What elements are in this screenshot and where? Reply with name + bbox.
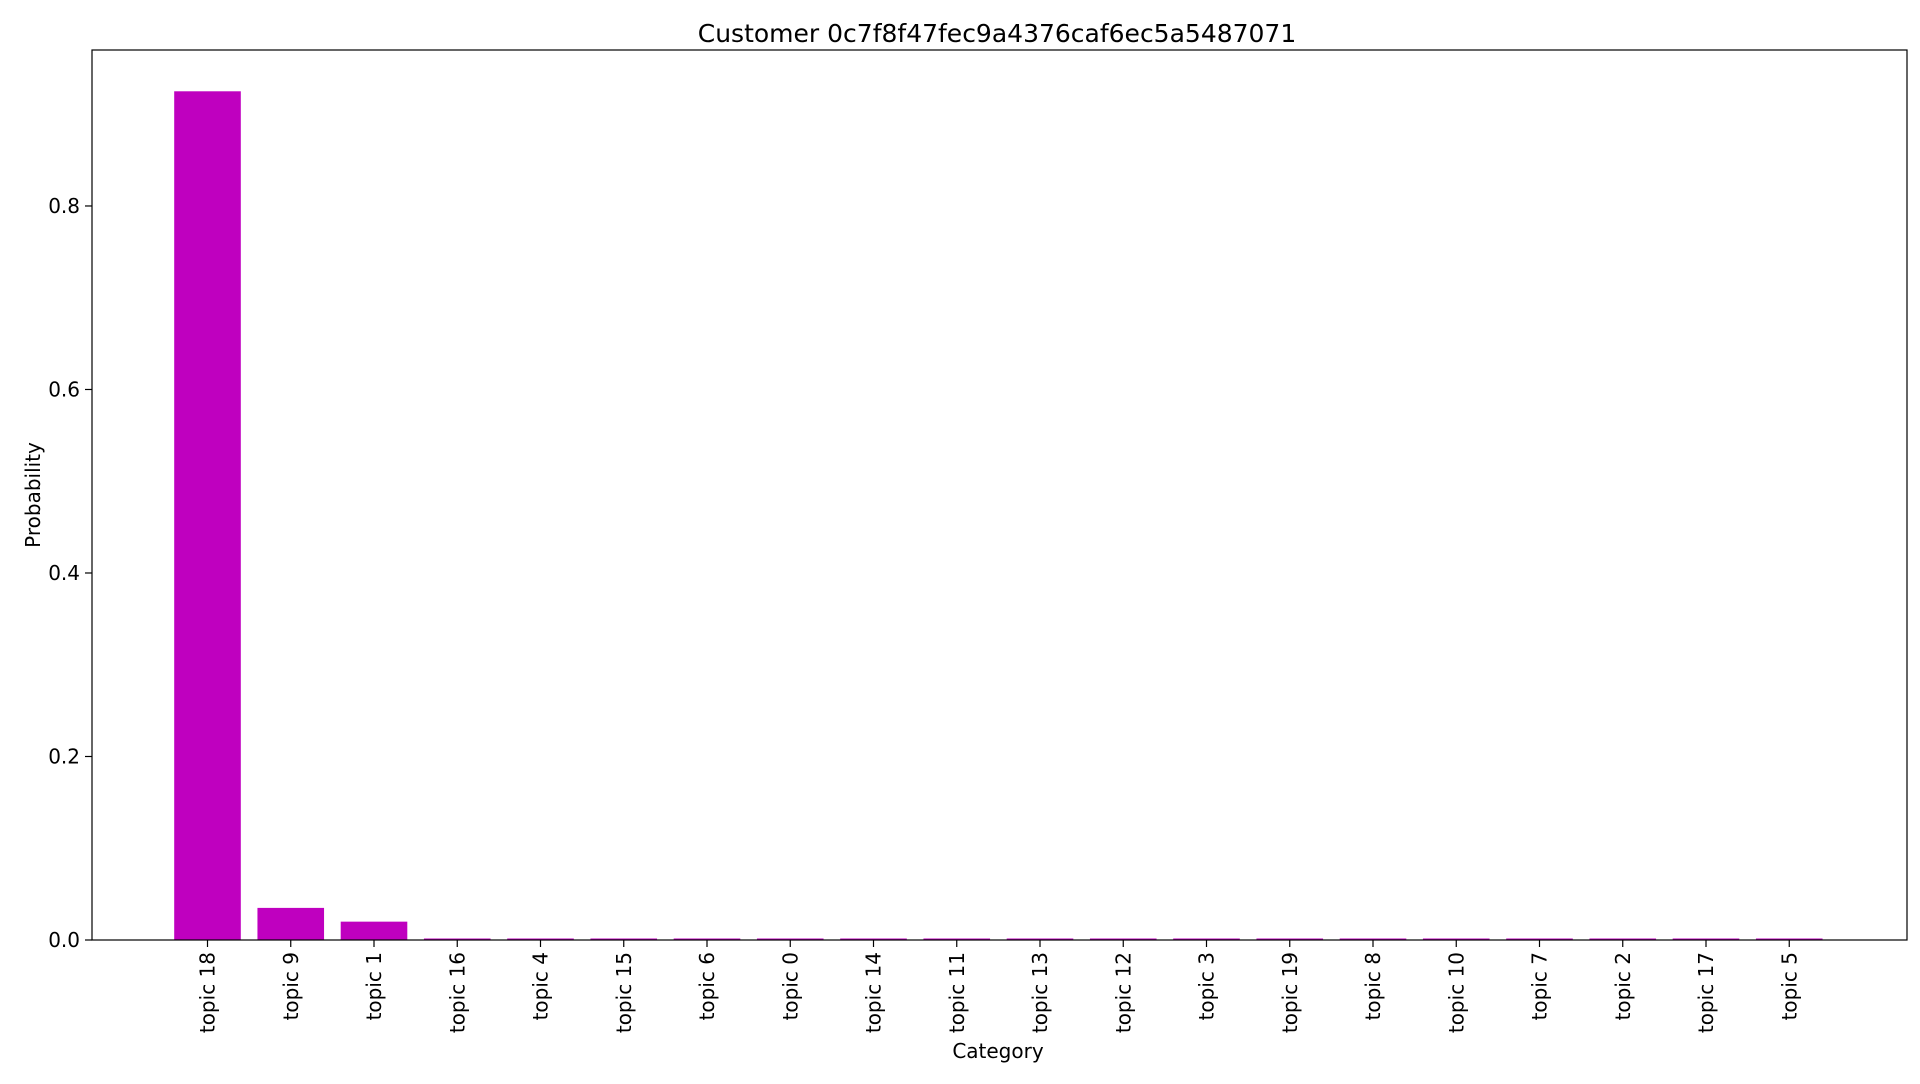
bar bbox=[1256, 938, 1324, 940]
x-tick-label: topic 11 bbox=[945, 952, 969, 1033]
x-tick-label: topic 13 bbox=[1028, 952, 1052, 1033]
x-tick-label: topic 0 bbox=[778, 952, 802, 1020]
bar bbox=[1339, 938, 1407, 940]
x-axis-label: Category bbox=[952, 1039, 1044, 1063]
bar bbox=[1506, 938, 1573, 940]
y-tick-label: 0.6 bbox=[48, 377, 80, 401]
x-tick-label: topic 8 bbox=[1361, 952, 1385, 1020]
x-tick-label: topic 12 bbox=[1111, 952, 1135, 1033]
y-tick-label: 0.0 bbox=[48, 928, 80, 952]
x-axis: topic 18 topic 9 topic 1 topic 16 topic 4 top… bbox=[196, 940, 1801, 1033]
x-tick-label: topic 19 bbox=[1278, 952, 1302, 1033]
x-tick-label: topic 7 bbox=[1528, 952, 1552, 1020]
x-tick-label: topic 17 bbox=[1694, 952, 1718, 1033]
y-tick-label: 0.2 bbox=[48, 744, 80, 768]
x-tick-label: topic 15 bbox=[612, 952, 636, 1033]
bar bbox=[1672, 938, 1740, 940]
plot-frame bbox=[91, 49, 1908, 941]
x-tick-label: topic 18 bbox=[196, 952, 220, 1033]
bar bbox=[1089, 938, 1157, 940]
bars bbox=[174, 91, 1823, 941]
bar bbox=[507, 938, 574, 940]
x-tick-label: topic 14 bbox=[862, 952, 886, 1033]
x-tick-label: topic 4 bbox=[529, 952, 553, 1020]
x-tick-label: topic 9 bbox=[279, 952, 303, 1020]
bar bbox=[174, 91, 241, 941]
bar bbox=[1173, 938, 1240, 940]
bar bbox=[840, 938, 907, 940]
x-tick-label: topic 2 bbox=[1611, 952, 1635, 1020]
chart-title: Customer 0c7f8f47fec9a4376caf6ec5a548707… bbox=[698, 19, 1297, 48]
bar bbox=[1422, 938, 1490, 940]
x-tick-label: topic 3 bbox=[1195, 952, 1219, 1020]
x-tick-label: topic 5 bbox=[1777, 952, 1801, 1020]
bar bbox=[923, 938, 991, 940]
bar bbox=[1006, 938, 1074, 940]
bar bbox=[1589, 938, 1657, 940]
x-tick-label: topic 1 bbox=[362, 952, 386, 1020]
bar bbox=[756, 938, 824, 940]
bar bbox=[673, 938, 741, 940]
x-tick-label: topic 6 bbox=[695, 952, 719, 1020]
y-tick-label: 0.8 bbox=[48, 194, 80, 218]
y-tick-label: 0.4 bbox=[48, 561, 80, 585]
bar bbox=[590, 938, 658, 940]
x-tick-label: topic 10 bbox=[1444, 952, 1468, 1033]
bar bbox=[340, 921, 408, 940]
y-axis-label: Probability bbox=[21, 442, 45, 548]
bar bbox=[1755, 938, 1823, 940]
bar bbox=[423, 938, 491, 940]
bar bbox=[257, 907, 325, 940]
x-tick-label: topic 16 bbox=[445, 952, 469, 1033]
y-axis: 0.0 0.2 0.4 0.6 0.8 bbox=[48, 194, 92, 952]
